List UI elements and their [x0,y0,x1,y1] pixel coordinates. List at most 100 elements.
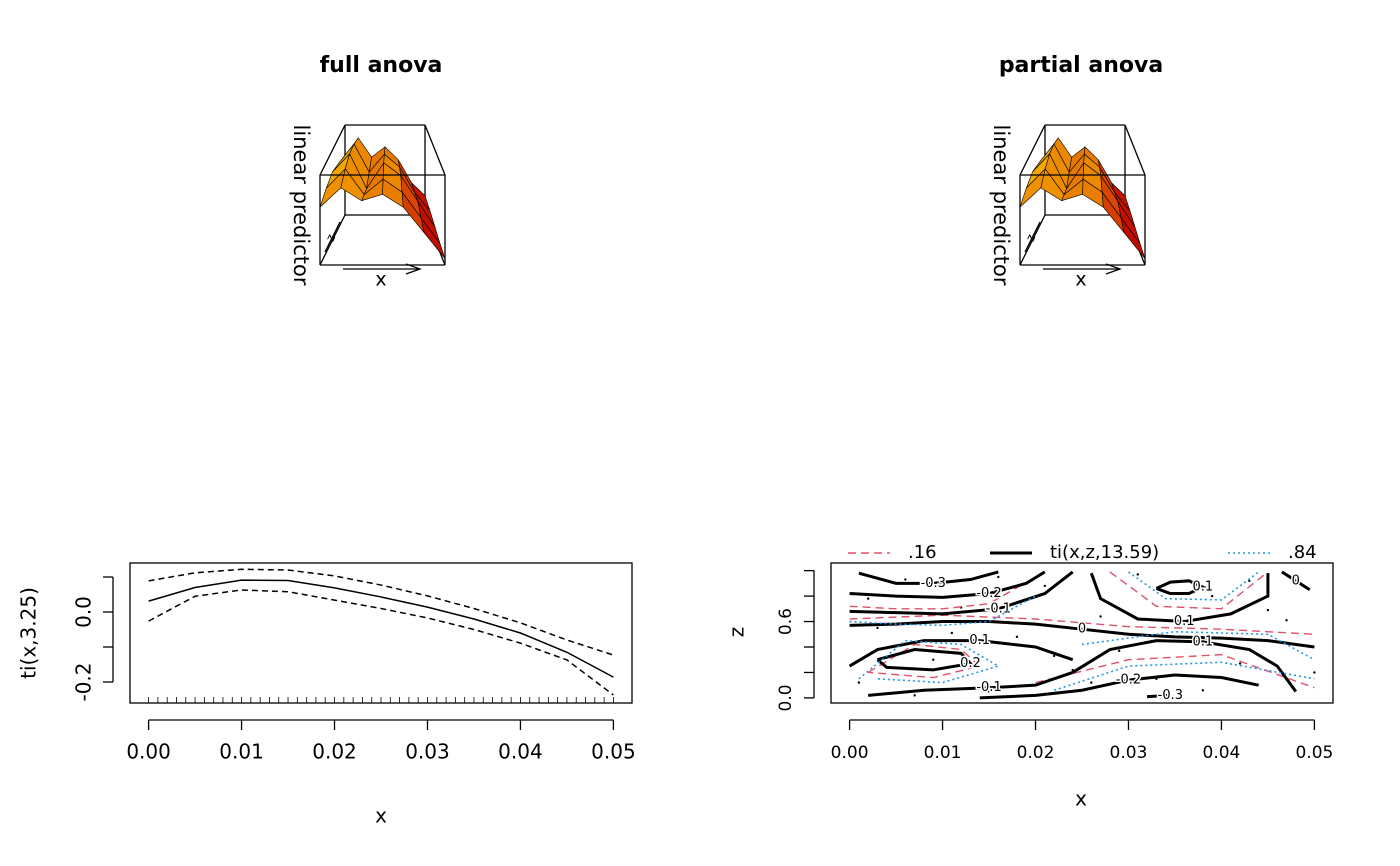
series-line [148,579,614,678]
contour-line [1071,639,1298,693]
z-axis-label: z [323,232,338,244]
contour-label: 0 [1292,573,1300,588]
contour-label: 0 [1078,622,1086,637]
x-tick-label: 0.03 [1110,743,1148,763]
z-arrow [324,221,341,253]
data-point [1136,573,1139,576]
contour-line [849,570,1074,616]
contour-line [1109,571,1269,610]
y-tick-label: -0.2 [72,662,96,701]
x-tick-label: 0.01 [924,743,962,763]
y-tick-label: 0.0 [776,684,796,711]
data-point [1313,671,1316,674]
plot-box [830,562,1334,704]
contour-line [1081,630,1315,661]
contour-line [858,570,999,585]
contour-label: -0.2 [1116,673,1141,688]
data-point [866,597,870,600]
surface-facet [420,217,446,259]
x-tick-label: 0.00 [126,740,171,764]
contour-line [868,671,1074,697]
box-edge [319,214,346,266]
x-tick-label: 0.03 [405,740,450,764]
data-point [1015,635,1019,639]
contour-line [849,570,1046,599]
data-point [1238,662,1242,665]
x-tick-label: 0.00 [831,743,869,763]
contour-label: -0.1 [986,601,1011,616]
contour-label: -0.3 [921,576,946,591]
contour-label: 0.1 [1193,634,1214,649]
x-arrowhead [405,263,422,275]
chart-title: full anova [320,53,443,78]
y-axis-label: z [725,627,749,638]
x-tick-label: 0.05 [1295,743,1333,763]
data-point [904,578,907,581]
chart-title: partial anova [999,53,1163,78]
x-arrowhead [1105,263,1122,275]
contour-line [849,576,1036,610]
contour-line [1281,570,1311,591]
data-point [987,690,991,693]
contour-line [979,673,1259,700]
plot-box [129,562,633,704]
z-axis-label: z [1023,232,1038,244]
box-edge [1019,214,1046,266]
data-point [1117,649,1121,653]
contour-line [1089,572,1270,624]
contour-line [849,595,1036,627]
x-axis-label: x [375,804,387,828]
box-edge [424,124,446,176]
legend-label: ti(x,z,13.59) [1050,542,1159,563]
data-point [1285,619,1288,622]
data-point [913,694,916,697]
contour-label: -0.2 [976,586,1001,601]
contour-line [876,648,974,672]
data-point [997,575,1000,579]
contour-label: -0.3 [1158,688,1183,703]
data-point [1266,608,1270,612]
x-tick-label: 0.05 [591,740,636,764]
contour-line [849,620,1315,649]
data-point [857,681,861,684]
data-point [1090,681,1093,684]
y-tick-label: 0.6 [776,608,796,635]
data-point [1052,654,1056,658]
x-tick-label: 0.04 [1203,743,1241,763]
data-point [1183,622,1186,626]
box-edge [1019,124,1046,176]
contour-label: 0.2 [960,656,981,671]
contour-label: 0.1 [1174,614,1195,629]
contour-line [867,643,982,679]
legend-label: .84 [1288,542,1317,563]
z-arrow [1024,221,1041,253]
contour-line [1155,579,1207,596]
data-point [932,658,935,661]
data-point [1099,615,1102,618]
x-tick-label: 0.01 [219,740,264,764]
x-axis-label: x [1075,787,1087,811]
x-tick-label: 0.02 [312,740,357,764]
x-tick-label: 0.04 [498,740,543,764]
surface-facet [1120,217,1146,259]
x-tick-label: 0.02 [1017,743,1055,763]
data-point [1210,594,1214,598]
data-point [1043,584,1047,588]
data-point [950,631,954,635]
contour-label: 0.1 [969,633,990,648]
contour-label: 0.1 [1193,580,1214,595]
contour-line [1146,693,1171,699]
contour-line [848,639,1074,668]
x-axis-label: x [1075,269,1086,291]
y-tick-label: 0.0 [72,596,96,628]
contour-line [1035,653,1315,689]
series-line [148,589,614,696]
legend-label: .16 [908,542,937,563]
box-edge [1124,124,1146,176]
data-point [876,626,879,630]
y-axis-label: linear predictor [289,125,313,286]
y-axis-label: ti(x,3.25) [17,587,41,679]
y-axis-label: linear predictor [989,125,1013,286]
